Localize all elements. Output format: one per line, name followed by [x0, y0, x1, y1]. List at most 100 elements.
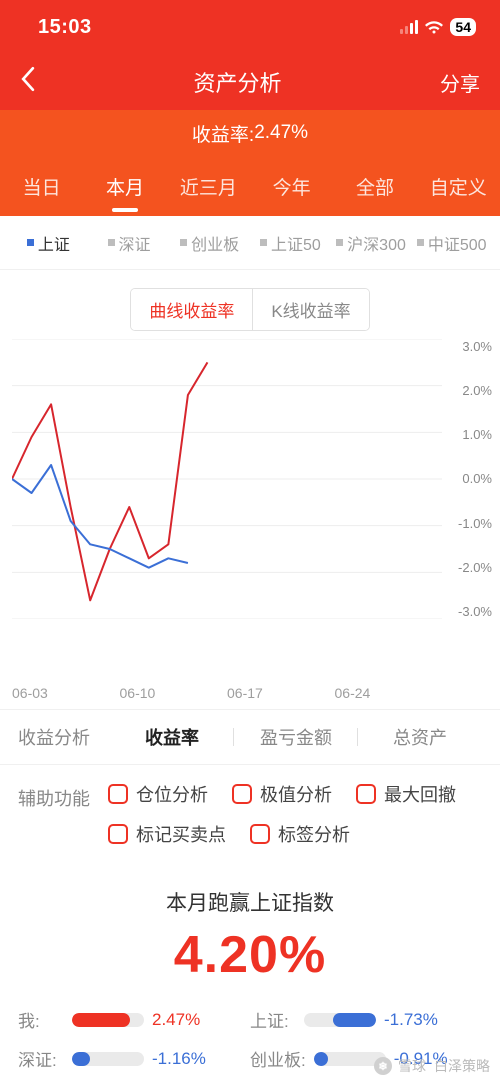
aux-option-1[interactable]: 极值分析	[232, 781, 332, 807]
index-tabs: 上证 深证 创业板 上证50 沪深300 中证500	[0, 216, 500, 270]
watermark-brand: 雪球	[398, 1056, 426, 1076]
y-tick-label: 1.0%	[458, 427, 492, 442]
comparison-item-2: 深证: -1.16%	[18, 1046, 250, 1071]
index-tab-label: 中证500	[428, 231, 487, 255]
aux-option-label: 仓位分析	[136, 781, 208, 807]
aux-option-0[interactable]: 仓位分析	[108, 781, 208, 807]
share-button[interactable]: 分享	[440, 68, 480, 97]
battery-badge: 54	[450, 18, 476, 36]
aux-option-2[interactable]: 最大回撤	[356, 781, 456, 807]
period-tab-5[interactable]: 自定义	[417, 157, 500, 216]
yield-value: 2.47%	[254, 122, 308, 144]
yield-label: 收益率:	[192, 120, 254, 147]
x-tick-label: 06-17	[227, 685, 335, 701]
period-tab-3[interactable]: 今年	[250, 157, 333, 216]
checkbox-icon	[232, 784, 252, 804]
wifi-icon	[424, 20, 444, 35]
summary-title: 本月跑赢上证指数	[0, 887, 500, 917]
analysis-tab-0[interactable]: 收益率	[110, 724, 234, 750]
performance-summary: 本月跑赢上证指数 4.20%	[0, 853, 500, 985]
comparison-name: 创业板:	[250, 1046, 306, 1071]
analysis-tabs: 收益率盈亏金额总资产	[110, 724, 482, 750]
y-tick-label: -2.0%	[458, 560, 492, 575]
period-tab-0[interactable]: 当日	[0, 157, 83, 216]
comparison-bar	[304, 1013, 376, 1027]
index-tab-3[interactable]: 上证50	[250, 231, 331, 255]
chart-type-btn-1[interactable]: K线收益率	[253, 289, 368, 330]
chart-x-axis: 06-0306-1006-1706-24	[0, 679, 500, 701]
index-color-icon	[336, 239, 343, 246]
index-tab-label: 上证50	[271, 231, 321, 255]
chart-type-btn-0[interactable]: 曲线收益率	[131, 289, 253, 330]
summary-value: 4.20%	[0, 925, 500, 985]
aux-label: 辅助功能	[18, 781, 90, 811]
analysis-row: 收益分析 收益率盈亏金额总资产	[0, 709, 500, 765]
aux-option-label: 最大回撤	[384, 781, 456, 807]
y-tick-label: -3.0%	[458, 604, 492, 619]
index-tab-5[interactable]: 中证500	[411, 231, 492, 255]
comparison-item-1: 上证:-1.73%	[250, 1007, 482, 1032]
chart-area: 3.0% 2.0% 1.0% 0.0% -1.0% -2.0% -3.0%	[0, 339, 500, 679]
analysis-tab-1[interactable]: 盈亏金额	[234, 724, 358, 750]
watermark-author: 白泽策略	[434, 1056, 490, 1076]
period-tabs: 当日本月近三月今年全部自定义	[0, 156, 500, 216]
index-color-icon	[260, 239, 267, 246]
aux-option-label: 极值分析	[260, 781, 332, 807]
checkbox-icon	[108, 824, 128, 844]
y-tick-label: 3.0%	[458, 339, 492, 354]
comparison-value: 2.47%	[152, 1010, 200, 1030]
comparison-bar	[72, 1052, 144, 1066]
comparison-name: 上证:	[250, 1007, 296, 1032]
y-tick-label: -1.0%	[458, 516, 492, 531]
index-color-icon	[108, 239, 115, 246]
comparison-bar	[72, 1013, 144, 1027]
index-tab-label: 创业板	[191, 231, 239, 255]
index-tab-0[interactable]: 上证	[8, 231, 89, 255]
xueqiu-logo-icon: ❄	[374, 1057, 392, 1075]
x-tick-label: 06-10	[120, 685, 228, 701]
aux-option-3[interactable]: 标记买卖点	[108, 821, 226, 847]
x-tick-label: 06-03	[12, 685, 120, 701]
aux-option-label: 标记买卖点	[136, 821, 226, 847]
comparison-name: 我:	[18, 1007, 64, 1032]
y-tick-label: 2.0%	[458, 383, 492, 398]
index-color-icon	[27, 239, 34, 246]
line-chart	[12, 339, 442, 619]
aux-options: 仓位分析 极值分析 最大回撤标记买卖点 标签分析	[108, 781, 482, 847]
index-tab-label: 沪深300	[347, 231, 406, 255]
checkbox-icon	[250, 824, 270, 844]
page-title: 资产分析	[193, 66, 281, 98]
aux-option-4[interactable]: 标签分析	[250, 821, 350, 847]
chevron-left-icon	[20, 66, 35, 92]
period-tab-2[interactable]: 近三月	[167, 157, 250, 216]
index-tab-label: 深证	[119, 231, 151, 255]
index-tab-4[interactable]: 沪深300	[331, 231, 412, 255]
comparison-item-0: 我: 2.47%	[18, 1007, 250, 1032]
chart-y-axis: 3.0% 2.0% 1.0% 0.0% -1.0% -2.0% -3.0%	[458, 339, 492, 619]
analysis-label: 收益分析	[18, 724, 90, 750]
status-bar: 15:03 54	[0, 0, 500, 54]
status-time: 15:03	[38, 16, 92, 39]
index-tab-label: 上证	[38, 231, 70, 255]
period-tab-1[interactable]: 本月	[83, 157, 166, 216]
checkbox-icon	[108, 784, 128, 804]
watermark: ❄ 雪球 白泽策略	[374, 1056, 490, 1076]
comparison-value: -1.16%	[152, 1049, 206, 1069]
nav-bar: 资产分析 分享	[0, 54, 500, 110]
signal-icon	[400, 20, 418, 34]
y-tick-label: 0.0%	[458, 471, 492, 486]
comparison-name: 深证:	[18, 1046, 64, 1071]
index-tab-2[interactable]: 创业板	[169, 231, 250, 255]
back-button[interactable]	[20, 66, 35, 99]
x-tick-label: 06-24	[335, 685, 443, 701]
chart-type-toggle: 曲线收益率K线收益率	[0, 270, 500, 339]
status-indicators: 54	[400, 18, 476, 36]
checkbox-icon	[356, 784, 376, 804]
index-color-icon	[180, 239, 187, 246]
aux-option-label: 标签分析	[278, 821, 350, 847]
period-tab-4[interactable]: 全部	[333, 157, 416, 216]
yield-summary: 收益率:2.47%	[0, 110, 500, 156]
analysis-tab-2[interactable]: 总资产	[358, 724, 482, 750]
index-color-icon	[417, 239, 424, 246]
index-tab-1[interactable]: 深证	[89, 231, 170, 255]
